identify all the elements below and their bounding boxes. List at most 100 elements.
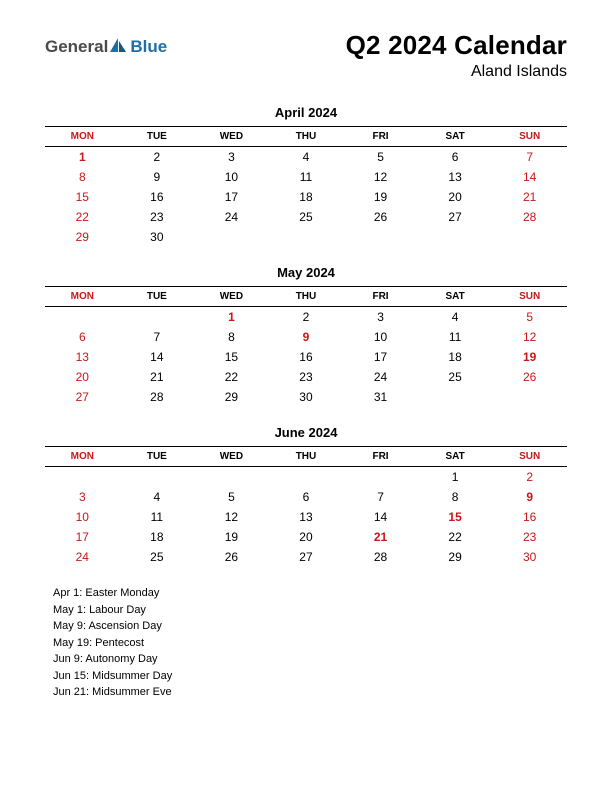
calendar-cell: 9 xyxy=(120,167,195,187)
calendar-row: 15161718192021 xyxy=(45,187,567,207)
calendar-cell: 12 xyxy=(343,167,418,187)
calendar-cell xyxy=(120,307,195,328)
calendar-row: 13141516171819 xyxy=(45,347,567,367)
calendar-cell: 16 xyxy=(120,187,195,207)
calendar-cell: 22 xyxy=(194,367,269,387)
calendar-cell: 19 xyxy=(343,187,418,207)
calendar-row: 2930 xyxy=(45,227,567,247)
calendar-cell xyxy=(269,467,344,488)
logo: General Blue xyxy=(45,36,167,57)
holiday-line: Apr 1: Easter Monday xyxy=(53,585,567,602)
calendar-row: 17181920212223 xyxy=(45,527,567,547)
calendar-cell: 27 xyxy=(418,207,493,227)
logo-text-general: General xyxy=(45,37,108,57)
calendar-cell: 8 xyxy=(194,327,269,347)
calendar-row: 891011121314 xyxy=(45,167,567,187)
month-title: April 2024 xyxy=(45,105,567,120)
calendar-cell: 10 xyxy=(194,167,269,187)
calendar-cell: 2 xyxy=(120,147,195,168)
calendar-cell: 8 xyxy=(418,487,493,507)
calendar-cell: 12 xyxy=(492,327,567,347)
logo-text-blue: Blue xyxy=(130,37,167,57)
calendar-cell: 24 xyxy=(343,367,418,387)
calendar-cell: 7 xyxy=(120,327,195,347)
calendar-cell: 4 xyxy=(269,147,344,168)
calendar-cell: 21 xyxy=(492,187,567,207)
calendar-cell: 23 xyxy=(269,367,344,387)
calendar-cell: 13 xyxy=(418,167,493,187)
calendar-cell: 29 xyxy=(194,387,269,407)
calendar-cell: 27 xyxy=(45,387,120,407)
day-header: TUE xyxy=(120,447,195,467)
calendar-cell: 13 xyxy=(45,347,120,367)
calendar-cell: 6 xyxy=(418,147,493,168)
calendar-cell: 5 xyxy=(194,487,269,507)
day-header: SUN xyxy=(492,447,567,467)
calendar-cell xyxy=(194,227,269,247)
day-header: WED xyxy=(194,127,269,147)
holiday-line: Jun 15: Midsummer Day xyxy=(53,668,567,685)
holiday-line: Jun 21: Midsummer Eve xyxy=(53,684,567,701)
holiday-line: May 9: Ascension Day xyxy=(53,618,567,635)
calendar-cell: 6 xyxy=(45,327,120,347)
calendar-cell xyxy=(343,467,418,488)
calendar-cell: 21 xyxy=(120,367,195,387)
calendar-row: 22232425262728 xyxy=(45,207,567,227)
calendar-cell: 18 xyxy=(418,347,493,367)
calendar-cell: 3 xyxy=(194,147,269,168)
day-header: SUN xyxy=(492,127,567,147)
calendar-cell: 15 xyxy=(194,347,269,367)
day-header: TUE xyxy=(120,127,195,147)
calendar-cell: 11 xyxy=(269,167,344,187)
day-header: FRI xyxy=(343,447,418,467)
calendar-cell xyxy=(45,307,120,328)
calendar-cell: 15 xyxy=(45,187,120,207)
month-block: May 2024MONTUEWEDTHUFRISATSUN12345678910… xyxy=(45,265,567,407)
calendar-cell: 10 xyxy=(45,507,120,527)
logo-sail-icon xyxy=(108,36,128,59)
holiday-line: May 1: Labour Day xyxy=(53,602,567,619)
calendar-cell: 1 xyxy=(45,147,120,168)
holiday-line: Jun 9: Autonomy Day xyxy=(53,651,567,668)
calendar-cell: 7 xyxy=(492,147,567,168)
calendar-row: 10111213141516 xyxy=(45,507,567,527)
calendar-cell: 9 xyxy=(269,327,344,347)
calendar-cell: 29 xyxy=(418,547,493,567)
calendar-cell: 31 xyxy=(343,387,418,407)
month-block: June 2024MONTUEWEDTHUFRISATSUN1234567891… xyxy=(45,425,567,567)
calendar-table: MONTUEWEDTHUFRISATSUN1234567891011121314… xyxy=(45,126,567,247)
day-header: MON xyxy=(45,287,120,307)
calendar-cell: 30 xyxy=(492,547,567,567)
calendar-cell: 4 xyxy=(418,307,493,328)
day-header: TUE xyxy=(120,287,195,307)
calendar-row: 20212223242526 xyxy=(45,367,567,387)
calendar-cell: 27 xyxy=(269,547,344,567)
calendar-cell: 4 xyxy=(120,487,195,507)
day-header: THU xyxy=(269,127,344,147)
day-header: WED xyxy=(194,287,269,307)
day-header: THU xyxy=(269,447,344,467)
day-header: THU xyxy=(269,287,344,307)
calendar-row: 3456789 xyxy=(45,487,567,507)
calendar-cell: 13 xyxy=(269,507,344,527)
calendar-cell: 16 xyxy=(269,347,344,367)
calendar-row: 24252627282930 xyxy=(45,547,567,567)
calendar-cell: 25 xyxy=(269,207,344,227)
day-header: FRI xyxy=(343,127,418,147)
calendar-table: MONTUEWEDTHUFRISATSUN1234567891011121314… xyxy=(45,286,567,407)
calendar-cell xyxy=(418,227,493,247)
calendar-cell: 26 xyxy=(343,207,418,227)
calendar-cell: 1 xyxy=(418,467,493,488)
calendar-cell: 2 xyxy=(269,307,344,328)
calendar-row: 12345 xyxy=(45,307,567,328)
calendar-cell: 15 xyxy=(418,507,493,527)
months-container: April 2024MONTUEWEDTHUFRISATSUN123456789… xyxy=(45,105,567,567)
calendar-cell: 19 xyxy=(492,347,567,367)
calendar-cell: 23 xyxy=(120,207,195,227)
page-title: Q2 2024 Calendar xyxy=(346,30,567,61)
calendar-cell: 7 xyxy=(343,487,418,507)
calendar-cell: 11 xyxy=(418,327,493,347)
month-block: April 2024MONTUEWEDTHUFRISATSUN123456789… xyxy=(45,105,567,247)
calendar-cell: 28 xyxy=(492,207,567,227)
calendar-cell xyxy=(418,387,493,407)
